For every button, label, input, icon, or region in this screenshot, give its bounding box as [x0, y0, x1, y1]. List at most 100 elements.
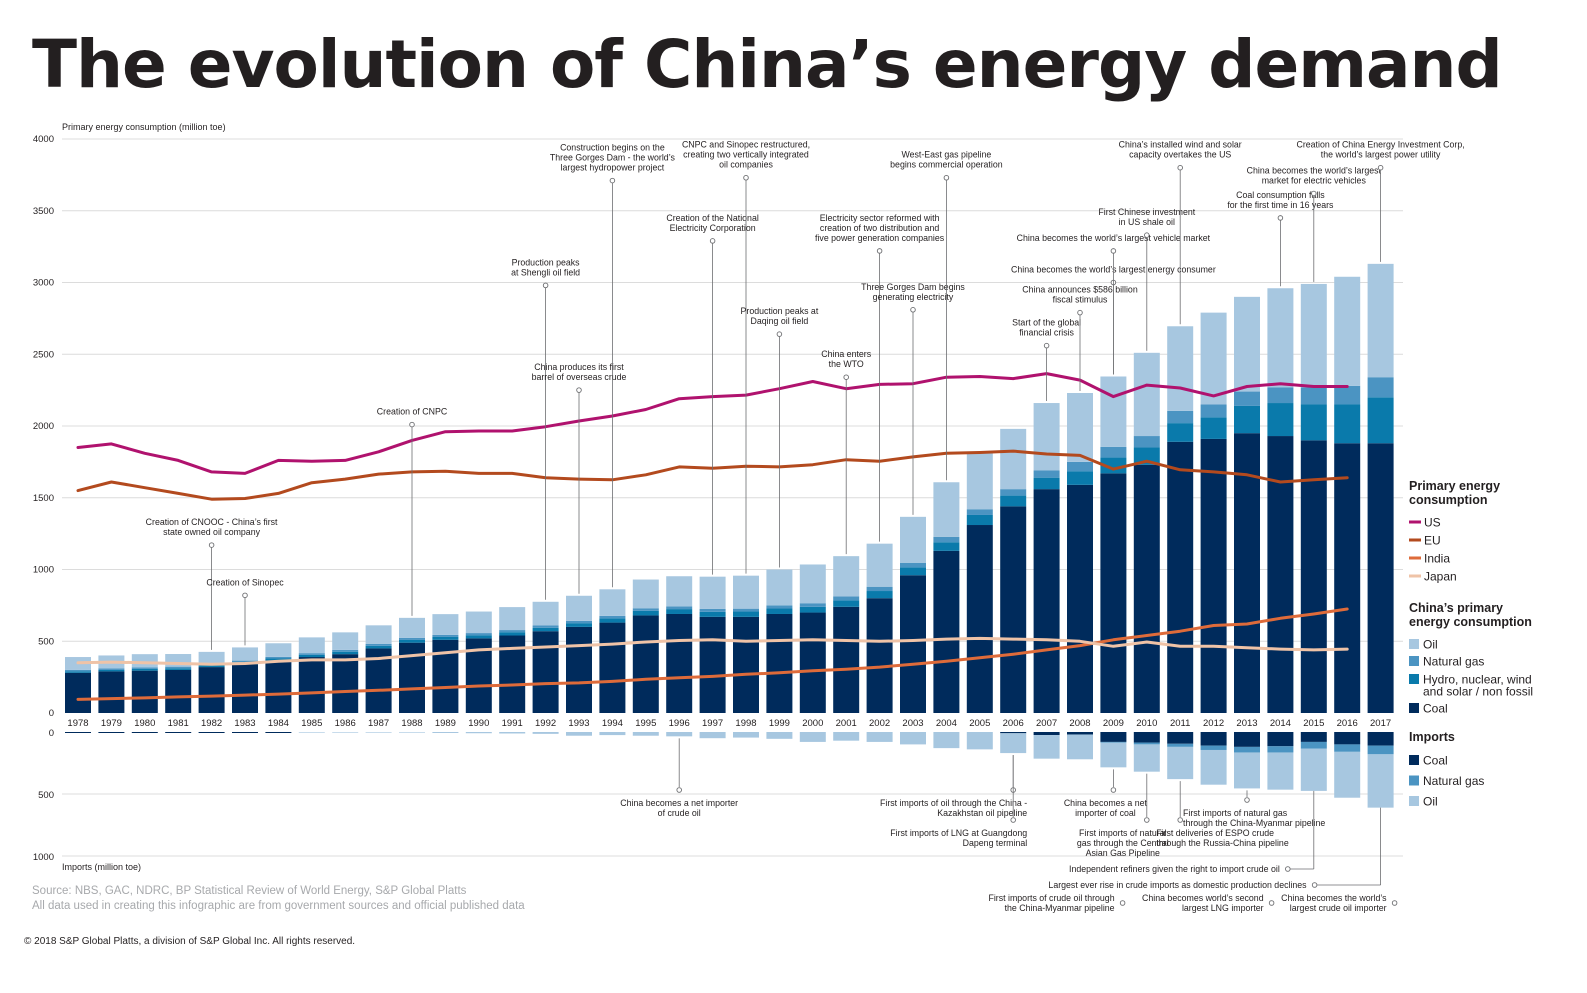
imports-axis-title: Imports (million toe)	[62, 862, 141, 872]
annotation-text: importer of coal	[1075, 808, 1136, 818]
legend-title: Imports	[1409, 730, 1455, 744]
import-bars	[65, 732, 1394, 808]
annotation-text: the China-Myanmar pipeline	[1005, 903, 1115, 913]
x-tick-label: 1980	[134, 718, 155, 729]
import-bar-oil	[1067, 734, 1093, 760]
bar-hydro	[1300, 404, 1327, 441]
x-tick-label: 1991	[502, 718, 523, 729]
bar-oil	[1200, 312, 1227, 405]
source-line: Source: NBS, GAC, NDRC, BP Statistical R…	[32, 885, 467, 897]
bar-oil	[1267, 288, 1294, 388]
bar-hydro	[1267, 403, 1294, 437]
annotation-dot	[843, 374, 849, 380]
x-tick-label: 2014	[1270, 718, 1291, 729]
annotation-text: China becomes the world’s largest	[1247, 166, 1382, 176]
x-tick-label: 1993	[568, 718, 589, 729]
annotation-dot	[1311, 190, 1317, 197]
bar-gas	[465, 633, 492, 636]
annotation-text: Creation of CNOOC - China’s first	[146, 517, 278, 527]
y-tick-label: 1000	[33, 565, 54, 576]
annotation-dot	[876, 248, 883, 254]
bar-gas	[232, 660, 258, 663]
import-bar-oil	[1267, 752, 1294, 790]
bar-hydro	[1133, 447, 1160, 465]
bar-gas	[1300, 387, 1327, 405]
bar-hydro	[733, 611, 759, 617]
annotation-text: largest hydropower project	[561, 163, 665, 173]
annotation-text: market for electric vehicles	[1262, 176, 1367, 186]
bar-hydro	[365, 645, 392, 649]
annotation-dot	[776, 331, 783, 337]
x-tick-label: 1989	[435, 718, 456, 729]
bar-gas	[532, 625, 559, 628]
bar-gas	[566, 620, 592, 624]
bar-coal	[699, 616, 726, 713]
x-tick-label: 2000	[802, 718, 823, 729]
bar-oil	[465, 611, 492, 634]
annotation-text: in US shale oil	[1119, 217, 1175, 227]
annotation-text: Creation of Sinopec	[206, 577, 284, 587]
legend-swatch-coal	[1409, 703, 1419, 713]
annotation-text: creation of two distribution and	[820, 223, 939, 233]
bar-gas	[298, 653, 325, 655]
y-tick-label: 1500	[33, 493, 54, 504]
annotation-text: Construction begins on the	[560, 143, 665, 153]
x-tick-label: 1994	[602, 718, 623, 729]
bar-coal	[131, 670, 158, 713]
x-tick-label: 1982	[201, 718, 222, 729]
x-tick-label: 1988	[401, 718, 422, 729]
import-bar-oil	[766, 732, 793, 739]
bar-gas	[1334, 385, 1361, 405]
annotation-dot	[1268, 900, 1275, 906]
annotation-dot	[1377, 164, 1384, 171]
x-tick-label: 2002	[869, 718, 890, 729]
import-bar-oil	[599, 732, 626, 736]
annotation-text: of crude oil	[658, 808, 701, 818]
bars	[65, 263, 1394, 713]
annotation-text: Electricity sector reformed with	[820, 213, 940, 223]
x-tick-label: 2017	[1370, 718, 1391, 729]
bar-gas	[1067, 461, 1093, 472]
bar-gas	[866, 586, 893, 592]
bar-coal	[1000, 506, 1027, 713]
bar-coal	[1300, 440, 1327, 713]
axes-labels: 4000 3500 3000 2500 2000 1500 1000 500 0 Primary …	[33, 122, 1391, 872]
bar-gas	[1167, 410, 1194, 424]
x-tick-label: 2008	[1069, 718, 1090, 729]
bar-oil	[1234, 296, 1260, 392]
annotation-text: First imports of oil through the China -	[880, 798, 1027, 808]
x-tick-label: 1996	[669, 718, 690, 729]
import-bar-gas	[1133, 742, 1160, 745]
legend-label: and solar / non fossil	[1423, 685, 1533, 699]
annotation-dot	[576, 387, 582, 393]
legend-label: Natural gas	[1423, 655, 1484, 669]
annotation-text: CNPC and Sinopec restructured,	[682, 140, 810, 150]
annotation-text: at Shengli oil field	[511, 267, 580, 277]
import-bar-gas	[1200, 745, 1227, 750]
import-bar-oil	[1000, 733, 1027, 754]
bar-hydro	[966, 514, 993, 526]
bar-oil	[966, 451, 993, 510]
annotation-text: Production peaks	[512, 257, 581, 267]
bar-gas	[131, 667, 158, 669]
bar-gas	[1033, 470, 1060, 478]
annotation-text: Kazakhstan oil pipeline	[937, 808, 1027, 818]
bar-coal	[1067, 484, 1093, 713]
bar-hydro	[1033, 477, 1060, 490]
y-tick-label: 500	[38, 636, 54, 647]
x-tick-label: 1987	[368, 718, 389, 729]
import-bar-gas	[1367, 745, 1394, 755]
bar-oil	[799, 564, 826, 604]
annotation-text: the world’s largest power utility	[1321, 150, 1441, 160]
legend-title: Primary energy	[1409, 479, 1500, 493]
annotation-text: China becomes a net importer	[620, 798, 738, 808]
import-bar-oil	[499, 732, 526, 734]
legend-label: EU	[1424, 534, 1441, 548]
x-tick-label: 2003	[902, 718, 923, 729]
legend-title: consumption	[1409, 493, 1487, 507]
bar-coal	[198, 667, 225, 713]
annotation-text: Coal consumption falls	[1236, 190, 1325, 200]
bar-coal	[733, 616, 759, 713]
bar-hydro	[532, 627, 559, 632]
bar-gas	[666, 606, 693, 610]
